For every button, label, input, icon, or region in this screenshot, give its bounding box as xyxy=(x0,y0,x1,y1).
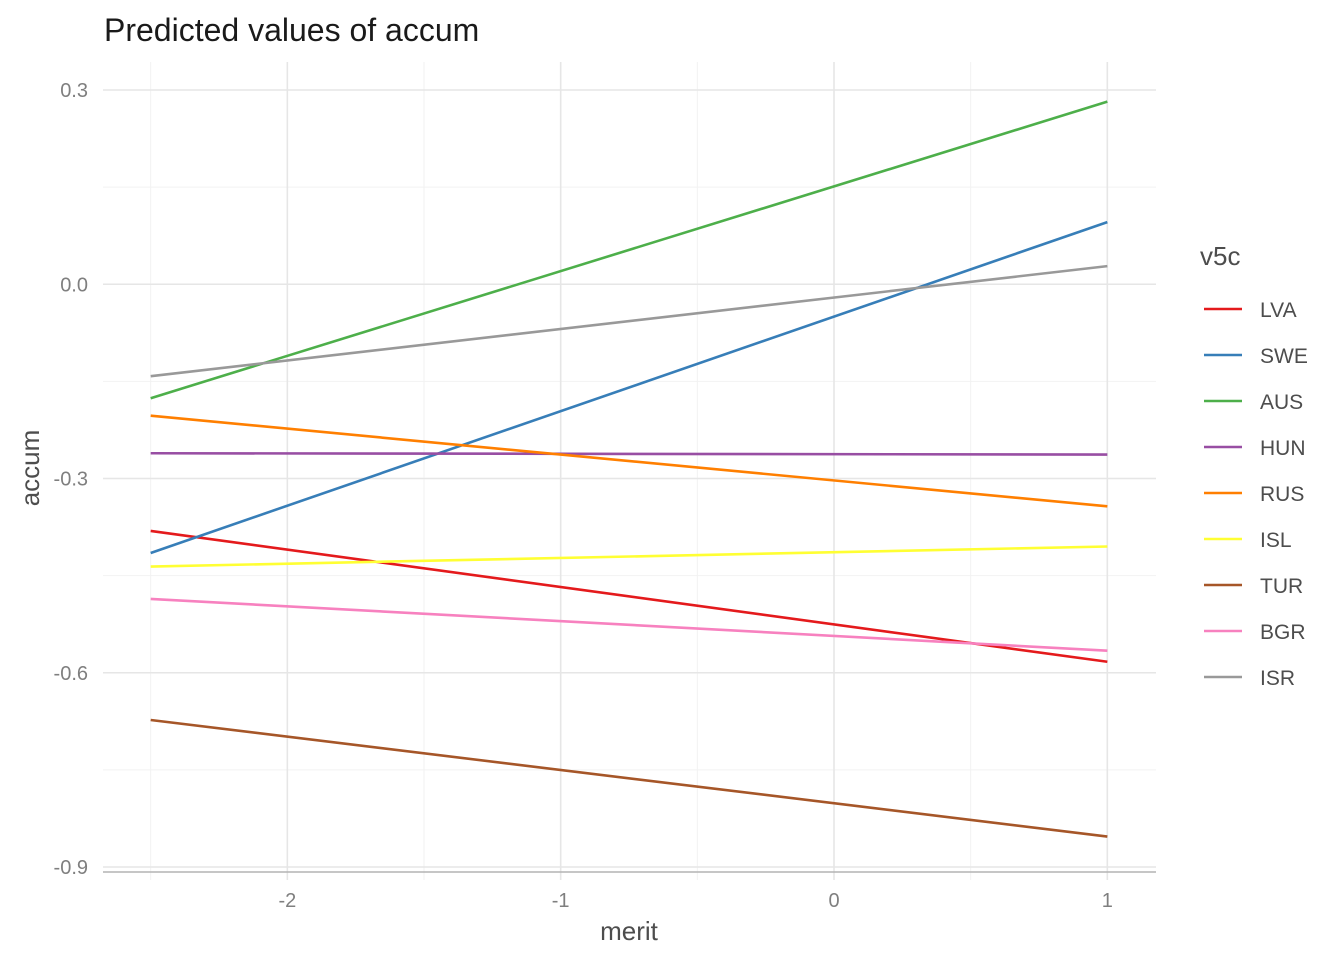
y-tick-labels: 0.3 0.0 -0.3 -0.6 -0.9 xyxy=(54,80,88,879)
series-line-aus xyxy=(150,100,1108,400)
legend-item-isr: ISR xyxy=(1204,667,1295,690)
series-line-swe xyxy=(150,220,1108,555)
series-line-tur xyxy=(150,718,1108,838)
legend-item-tur: TUR xyxy=(1204,575,1303,598)
series-line-isl xyxy=(150,545,1108,568)
x-tick-labels: -2 -1 0 1 xyxy=(278,890,1112,912)
legend-title: v5c xyxy=(1200,241,1240,271)
y-axis-title: accum xyxy=(15,430,45,507)
legend-item-bgr: BGR xyxy=(1204,621,1306,644)
legend-label: RUS xyxy=(1260,483,1304,506)
legend-label: AUS xyxy=(1260,391,1303,414)
legend-label: ISR xyxy=(1260,667,1295,690)
series-line-hun xyxy=(150,451,1108,456)
x-axis-title: merit xyxy=(600,916,659,946)
y-tick-label: -0.9 xyxy=(54,857,88,879)
y-tick-label: -0.6 xyxy=(54,663,88,685)
y-tick-label: 0.0 xyxy=(60,274,88,296)
series-line-lva xyxy=(150,529,1108,664)
legend-label: SWE xyxy=(1260,345,1308,368)
series-line-bgr xyxy=(150,597,1108,653)
legend-item-lva: LVA xyxy=(1204,299,1297,322)
chart-title: Predicted values of accum xyxy=(104,12,479,48)
x-tick-label: 1 xyxy=(1102,890,1113,912)
series-line-rus xyxy=(150,414,1108,508)
legend-items: LVA SWE AUS HUN RUS ISL TUR BGR ISR xyxy=(1204,299,1308,690)
legend-item-aus: AUS xyxy=(1204,391,1303,414)
legend-label: HUN xyxy=(1260,437,1306,460)
series-line-isr xyxy=(150,264,1108,378)
series-lines xyxy=(150,100,1108,838)
legend-label: LVA xyxy=(1260,299,1297,322)
legend-label: ISL xyxy=(1260,529,1292,552)
y-tick-label: -0.3 xyxy=(54,469,88,491)
legend-item-isl: ISL xyxy=(1204,529,1292,552)
legend-label: BGR xyxy=(1260,621,1306,644)
legend-item-rus: RUS xyxy=(1204,483,1304,506)
x-tick-label: 0 xyxy=(828,890,839,912)
major-gridlines xyxy=(103,62,1156,880)
x-tick-label: -2 xyxy=(278,890,296,912)
minor-gridlines xyxy=(103,62,1156,880)
x-tick-label: -1 xyxy=(552,890,570,912)
legend-item-swe: SWE xyxy=(1204,345,1308,368)
legend-item-hun: HUN xyxy=(1204,437,1306,460)
y-tick-label: 0.3 xyxy=(60,80,88,102)
legend: v5c LVA SWE AUS HUN RUS ISL TUR BGR ISR xyxy=(1200,241,1308,690)
legend-label: TUR xyxy=(1260,575,1303,598)
